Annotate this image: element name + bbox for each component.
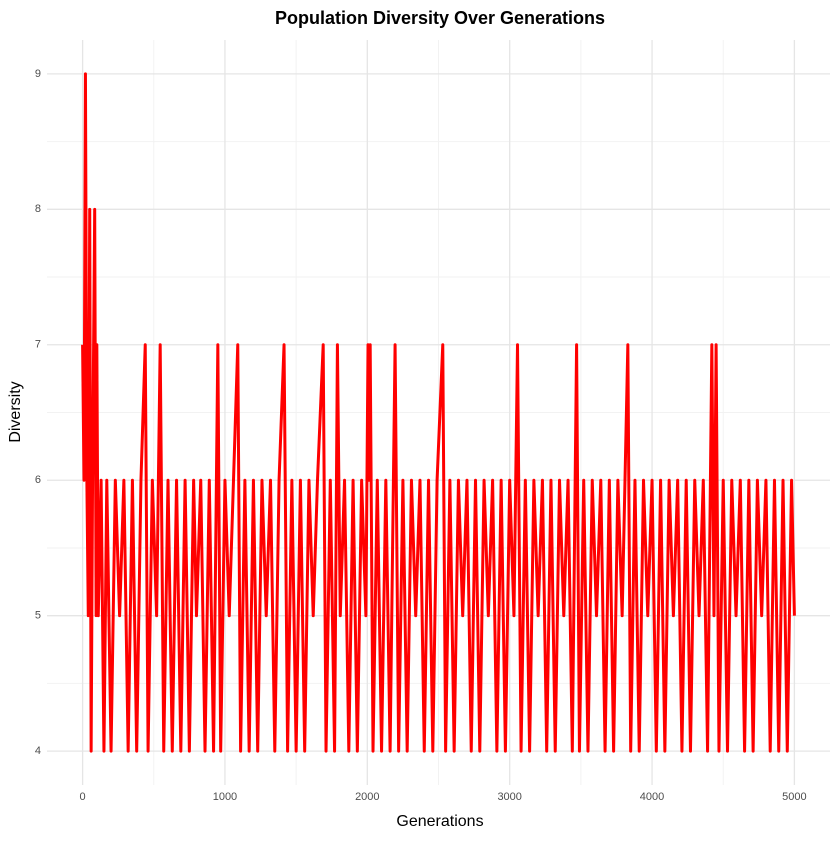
x-tick-label: 5000 <box>782 791 806 803</box>
y-axis-label: Diversity <box>7 381 24 442</box>
y-tick-label: 7 <box>35 339 41 351</box>
x-axis-label: Generations <box>396 813 483 830</box>
x-tick-label: 3000 <box>497 791 521 803</box>
y-tick-label: 9 <box>35 68 41 80</box>
x-tick-label: 0 <box>80 791 86 803</box>
plot <box>81 72 796 753</box>
x-tick-label: 4000 <box>640 791 664 803</box>
x-tick-label: 1000 <box>213 791 237 803</box>
data-line <box>81 72 796 753</box>
y-tick-label: 5 <box>35 610 41 622</box>
y-tick-label: 8 <box>35 203 41 215</box>
chart-title: Population Diversity Over Generations <box>275 8 605 28</box>
y-tick-label: 4 <box>35 745 41 757</box>
y-tick-label: 6 <box>35 474 41 486</box>
x-tick-label: 2000 <box>355 791 379 803</box>
